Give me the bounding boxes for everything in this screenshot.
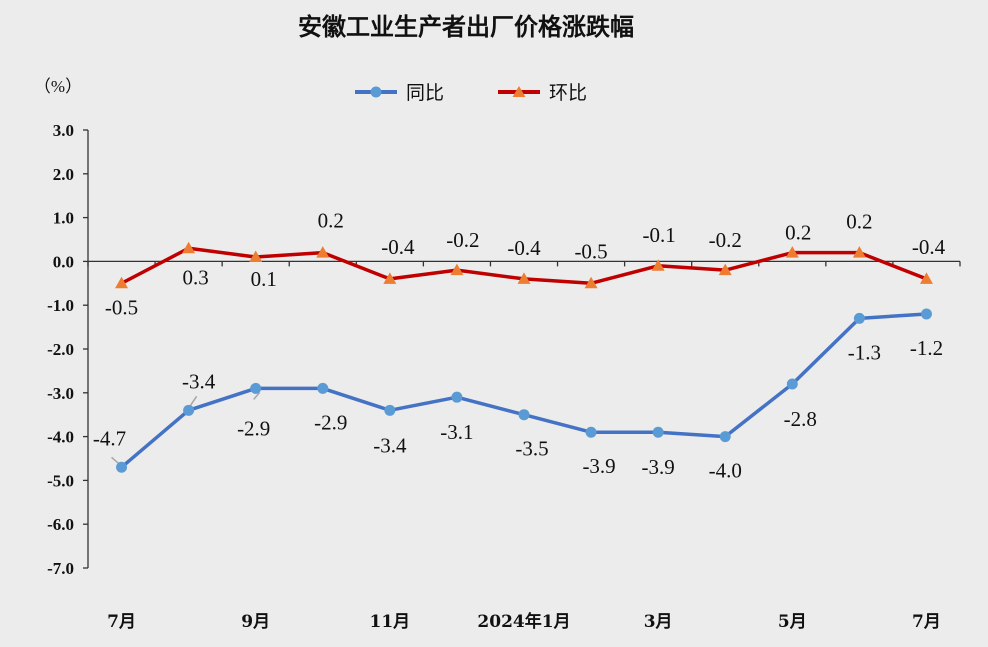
legend-swatch-mom-marker bbox=[512, 86, 526, 97]
legend-item-yoy: 同比 bbox=[355, 82, 444, 104]
data-point-mom bbox=[182, 241, 196, 254]
y-tick-label: -6.0 bbox=[47, 515, 74, 534]
data-labels: -4.7 -3.4 -2.9 -2.9 -3.4 -3.1 -3.5 -3.9 -3.9 -4.0… bbox=[93, 209, 946, 483]
data-point-yoy bbox=[786, 378, 798, 390]
data-label-yoy: -3.5 bbox=[515, 437, 548, 461]
data-label-yoy: -1.2 bbox=[910, 336, 943, 360]
legend: 同比 环比 bbox=[355, 82, 587, 104]
series-layer bbox=[115, 241, 933, 473]
legend-label-mom: 环比 bbox=[549, 82, 587, 104]
data-point-mom bbox=[517, 272, 531, 284]
data-label-yoy: -4.7 bbox=[93, 426, 126, 450]
data-label-mom: -0.5 bbox=[574, 239, 607, 263]
data-point-yoy bbox=[652, 426, 664, 438]
data-label-yoy: -3.9 bbox=[582, 454, 615, 478]
y-tick-label: -4.0 bbox=[47, 428, 74, 447]
y-tick-label: -1.0 bbox=[47, 296, 74, 315]
data-label-yoy: -3.4 bbox=[373, 433, 407, 457]
data-label-mom: 0.2 bbox=[785, 221, 811, 245]
data-label-yoy: -1.3 bbox=[848, 340, 881, 364]
x-tick-label: 5月 bbox=[778, 612, 807, 632]
axes: 3.0 2.0 1.0 0.0 -1.0 -2.0 -3.0 -4.0 -5.0 -6.0 -7.0… bbox=[47, 121, 961, 632]
data-point-yoy bbox=[317, 382, 329, 394]
data-point-yoy bbox=[384, 404, 396, 416]
data-point-mom bbox=[718, 263, 732, 276]
data-point-mom bbox=[651, 259, 665, 271]
legend-swatch-yoy-marker bbox=[370, 86, 382, 98]
y-tick-label: -3.0 bbox=[47, 384, 74, 403]
data-point-yoy bbox=[183, 404, 195, 416]
data-point-yoy bbox=[585, 426, 597, 438]
y-axis-unit: （%） bbox=[34, 77, 82, 96]
x-tick-label: 2024年1月 bbox=[477, 611, 570, 632]
x-tick-label: 3月 bbox=[644, 612, 673, 632]
data-point-mom bbox=[919, 272, 933, 284]
data-point-yoy bbox=[920, 308, 932, 320]
data-point-mom bbox=[584, 276, 598, 289]
y-tick-label: 0.0 bbox=[53, 252, 74, 271]
data-point-mom bbox=[450, 263, 464, 276]
data-label-yoy: -4.0 bbox=[709, 459, 742, 483]
data-point-mom bbox=[785, 246, 799, 258]
data-point-mom bbox=[115, 276, 129, 289]
y-tick-label: -5.0 bbox=[47, 471, 74, 490]
data-point-mom bbox=[383, 272, 397, 284]
data-label-mom: 0.2 bbox=[318, 209, 344, 233]
legend-item-mom: 环比 bbox=[498, 82, 587, 104]
data-label-mom: 0.1 bbox=[251, 267, 277, 291]
data-point-mom bbox=[852, 246, 866, 258]
data-point-yoy bbox=[719, 431, 731, 443]
data-point-mom bbox=[249, 250, 263, 263]
y-tick-label: 1.0 bbox=[53, 209, 74, 228]
y-tick-label: -7.0 bbox=[47, 559, 74, 578]
data-point-yoy bbox=[518, 409, 530, 421]
data-label-mom: -0.2 bbox=[709, 228, 742, 252]
label-leader-line bbox=[253, 391, 261, 400]
legend-label-yoy: 同比 bbox=[406, 82, 444, 104]
data-point-yoy bbox=[116, 461, 128, 473]
data-label-mom: 0.3 bbox=[182, 265, 208, 289]
chart-title: 安徽工业生产者出厂价格涨跌幅 bbox=[298, 12, 634, 41]
data-point-yoy bbox=[250, 382, 262, 394]
x-tick-label: 7月 bbox=[107, 612, 136, 632]
y-tick-label: -2.0 bbox=[47, 340, 74, 359]
data-label-mom: -0.2 bbox=[446, 228, 479, 252]
data-label-mom: 0.2 bbox=[846, 210, 872, 234]
data-label-yoy: -3.1 bbox=[440, 420, 473, 444]
data-label-mom: -0.5 bbox=[105, 295, 138, 319]
data-label-yoy: -2.8 bbox=[784, 407, 817, 431]
y-tick-label: 3.0 bbox=[53, 121, 74, 140]
data-label-yoy: -2.9 bbox=[237, 416, 270, 440]
data-label-yoy: -3.9 bbox=[642, 455, 675, 479]
label-leader-line bbox=[189, 395, 198, 406]
x-tick-label: 9月 bbox=[241, 612, 270, 632]
x-tick-label: 11月 bbox=[370, 612, 411, 632]
data-label-mom: -0.4 bbox=[381, 235, 415, 259]
data-label-yoy: -2.9 bbox=[314, 410, 347, 434]
data-label-mom: -0.4 bbox=[912, 235, 946, 259]
data-label-yoy: -3.4 bbox=[182, 369, 216, 393]
x-tick-label: 7月 bbox=[912, 612, 941, 632]
data-point-mom bbox=[316, 246, 330, 258]
data-point-yoy bbox=[853, 312, 865, 324]
data-label-mom: -0.1 bbox=[643, 223, 676, 247]
y-tick-label: 2.0 bbox=[53, 165, 74, 184]
data-label-mom: -0.4 bbox=[507, 236, 541, 260]
data-point-yoy bbox=[451, 391, 463, 403]
